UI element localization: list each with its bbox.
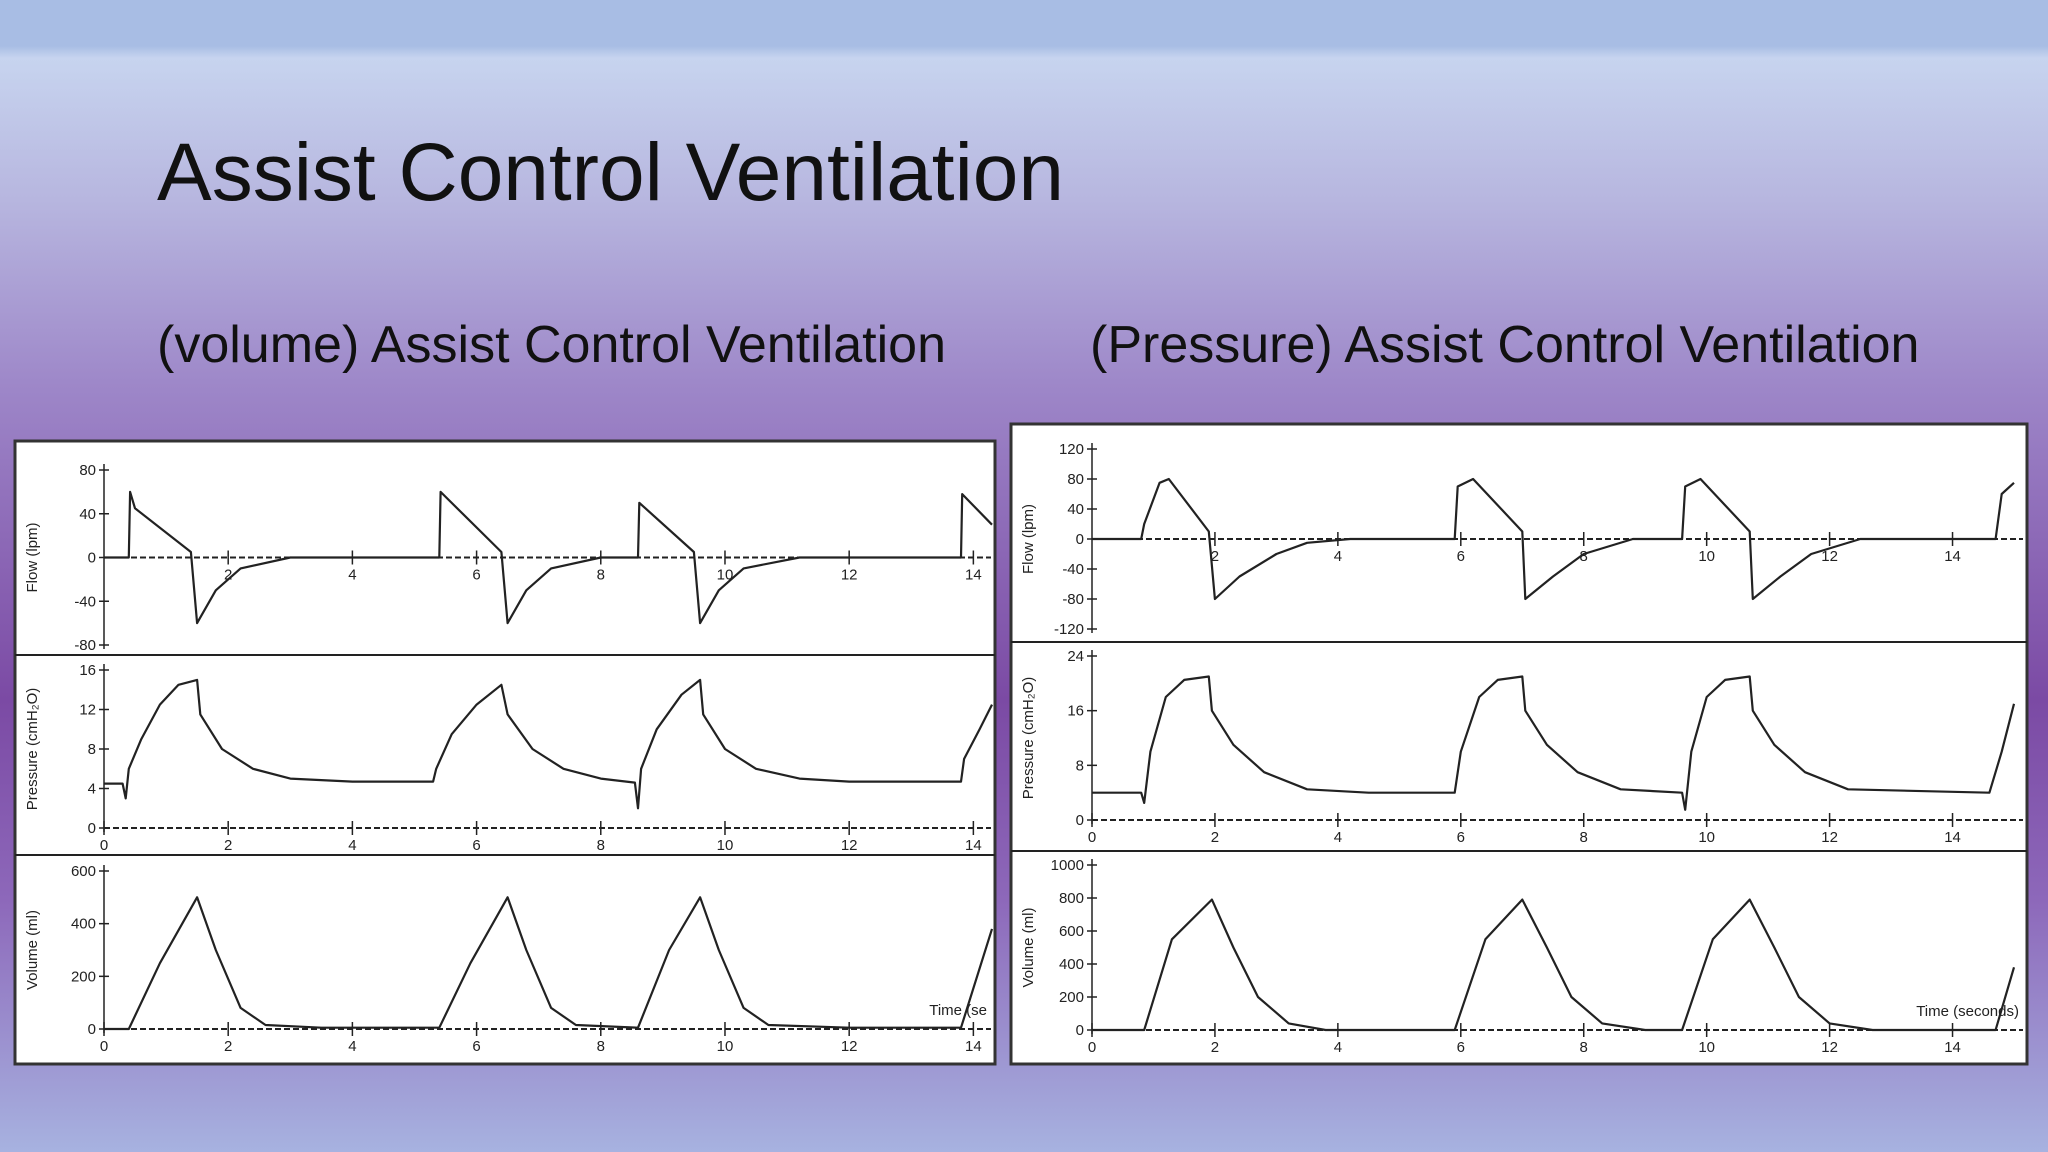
x-tick-label: 14 [965, 567, 982, 584]
x-tick-label: 0 [100, 837, 108, 854]
x-tick-label: 8 [1580, 548, 1588, 565]
slide-title: Assist Control Ventilation [157, 127, 1064, 218]
y-tick-label: 200 [1059, 989, 1084, 1006]
x-tick-label: 4 [348, 837, 356, 854]
y-tick-label: 200 [71, 968, 96, 985]
y-tick-label: -120 [1054, 621, 1084, 638]
x-tick-label: 6 [472, 1038, 480, 1055]
x-tick-label: 14 [965, 1038, 982, 1055]
x-tick-label: 2 [224, 837, 232, 854]
y-tick-label: 8 [1076, 757, 1084, 774]
x-tick-label: 4 [348, 567, 356, 584]
x-tick-label: 12 [841, 567, 858, 584]
x-tick-label: 0 [1088, 1039, 1096, 1056]
x-tick-label: 12 [1821, 829, 1838, 846]
x-tick-label: 6 [1457, 548, 1465, 565]
y-tick-label: 600 [1059, 923, 1084, 940]
x-tick-label: 4 [348, 1038, 356, 1055]
y-tick-label: 40 [79, 506, 96, 523]
subtitle: (Pressure) Assist Control Ventilation [1090, 316, 1919, 374]
y-tick-label: 12 [79, 702, 96, 719]
x-axis-label: Time (se [929, 1002, 987, 1019]
y-tick-label: -40 [1062, 561, 1084, 578]
x-tick-label: 2 [1211, 1039, 1219, 1056]
x-tick-label: 6 [472, 837, 480, 854]
y-tick-label: 400 [71, 916, 96, 933]
x-tick-label: 8 [597, 1038, 605, 1055]
x-tick-label: 10 [717, 837, 734, 854]
y-tick-label: 400 [1059, 956, 1084, 973]
x-tick-label: 8 [597, 567, 605, 584]
subtitle: (volume) Assist Control Ventilation [157, 316, 946, 374]
y-tick-label: 16 [79, 662, 96, 679]
x-tick-label: 10 [1698, 548, 1715, 565]
y-axis-label: Volume (ml) [24, 910, 41, 990]
x-tick-label: 2 [224, 1038, 232, 1055]
x-tick-label: 0 [100, 1038, 108, 1055]
y-tick-label: -80 [1062, 591, 1084, 608]
y-axis-label: Flow (lpm) [1020, 504, 1037, 574]
y-tick-label: 0 [88, 820, 96, 837]
x-tick-label: 12 [1821, 548, 1838, 565]
waveform [104, 678, 993, 810]
x-tick-label: 0 [1088, 829, 1096, 846]
x-tick-label: 10 [1698, 1039, 1715, 1056]
y-tick-label: 800 [1059, 890, 1084, 907]
y-tick-label: 120 [1059, 441, 1084, 458]
x-tick-label: 12 [841, 837, 858, 854]
y-tick-label: 600 [71, 863, 96, 880]
x-tick-label: 6 [472, 567, 480, 584]
y-tick-label: 40 [1067, 501, 1084, 518]
y-tick-label: 4 [88, 781, 96, 798]
y-tick-label: -40 [74, 593, 96, 610]
figure-frame [13, 439, 997, 1066]
x-tick-label: 14 [1944, 829, 1961, 846]
y-tick-label: 1000 [1051, 857, 1084, 874]
x-tick-label: 2 [1211, 548, 1219, 565]
x-tick-label: 8 [1580, 829, 1588, 846]
x-tick-label: 6 [1457, 829, 1465, 846]
y-tick-label: 0 [88, 550, 96, 567]
y-tick-label: 80 [79, 462, 96, 479]
x-tick-label: 2 [1211, 829, 1219, 846]
x-tick-label: 8 [1580, 1039, 1588, 1056]
x-tick-label: 10 [717, 1038, 734, 1055]
waveform [1092, 898, 2016, 1032]
waveform [1092, 477, 2015, 601]
y-tick-label: 24 [1067, 648, 1084, 665]
y-tick-label: 16 [1067, 703, 1084, 720]
y-tick-label: -80 [74, 637, 96, 654]
y-tick-label: 8 [88, 741, 96, 758]
waveform [104, 896, 994, 1031]
x-tick-label: 12 [1821, 1039, 1838, 1056]
x-tick-label: 14 [965, 837, 982, 854]
y-axis-label: Pressure (cmH₂O) [24, 688, 41, 811]
x-tick-label: 4 [1334, 829, 1342, 846]
figure-frame [1009, 422, 2029, 1066]
x-tick-label: 10 [717, 567, 734, 584]
x-axis-label: Time (seconds) [1916, 1003, 2019, 1020]
y-tick-label: 0 [1076, 531, 1084, 548]
y-tick-label: 80 [1067, 471, 1084, 488]
waveform [104, 490, 993, 625]
x-tick-label: 14 [1944, 1039, 1961, 1056]
x-tick-label: 14 [1944, 548, 1961, 565]
y-axis-label: Flow (lpm) [24, 522, 41, 592]
x-tick-label: 6 [1457, 1039, 1465, 1056]
x-tick-label: 10 [1698, 829, 1715, 846]
y-axis-label: Pressure (cmH₂O) [1020, 677, 1037, 800]
y-axis-label: Volume (ml) [1020, 907, 1037, 987]
y-tick-label: 0 [1076, 812, 1084, 829]
x-tick-label: 4 [1334, 1039, 1342, 1056]
x-tick-label: 12 [841, 1038, 858, 1055]
y-tick-label: 0 [88, 1021, 96, 1038]
y-tick-label: 0 [1076, 1022, 1084, 1039]
waveform [1092, 675, 2016, 811]
x-tick-label: 4 [1334, 548, 1342, 565]
x-tick-label: 8 [597, 837, 605, 854]
x-tick-label: 2 [224, 567, 232, 584]
